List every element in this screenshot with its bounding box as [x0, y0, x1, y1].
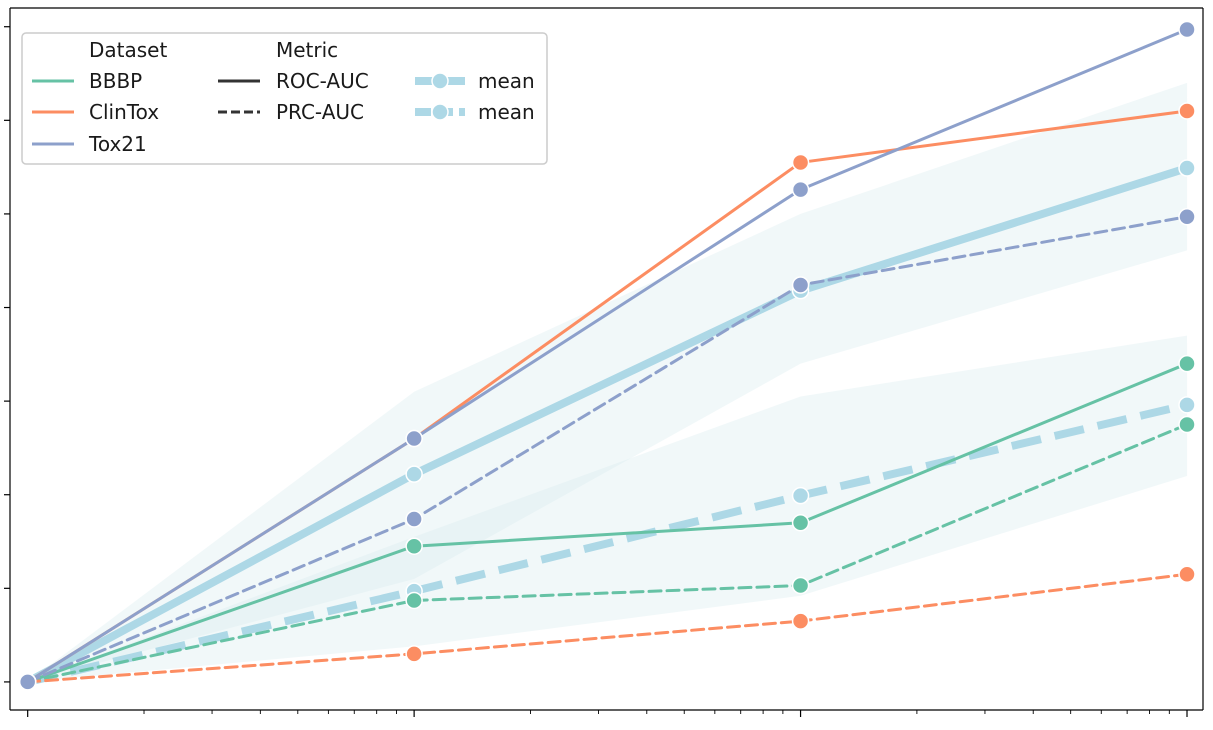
marker-tox21-prc-auc-0 — [18, 673, 37, 691]
legend-label-bbbp: BBBP — [89, 69, 142, 93]
legend-label-clintox: ClinTox — [89, 100, 159, 124]
band-mean-prc-auc — [27, 335, 1188, 682]
marker-tox21-prc-auc-2 — [791, 276, 810, 294]
marker-bbbp-prc-auc-3 — [1178, 415, 1196, 434]
marker-clintox-roc-auc-3 — [1178, 102, 1196, 120]
marker-mean-prc-auc-2 — [791, 486, 810, 505]
series-markers — [18, 20, 1196, 691]
line-bbbp-roc-auc — [26, 362, 1189, 684]
series-lines — [25, 28, 1189, 686]
legend-label-tox21: Tox21 — [88, 132, 147, 156]
marker-bbbp-roc-auc-1 — [405, 537, 423, 555]
line-clintox-prc-auc — [26, 572, 1189, 684]
legend-marker-mean-prc — [431, 103, 449, 121]
legend-label-mean-prc: mean — [478, 100, 535, 124]
marker-bbbp-roc-auc-3 — [1178, 354, 1196, 373]
line-mean-roc-auc — [25, 164, 1189, 686]
marker-mean-prc-auc-3 — [1178, 396, 1196, 414]
line-tox21-prc-auc — [26, 215, 1189, 684]
marker-clintox-roc-auc-2 — [791, 153, 810, 172]
marker-clintox-prc-auc-3 — [1178, 565, 1196, 584]
legend-heading-metric: Metric — [276, 38, 338, 62]
legend-frame — [21, 32, 548, 165]
marker-bbbp-prc-auc-1 — [405, 591, 423, 610]
legend-label-mean-roc: mean — [478, 69, 535, 93]
marker-tox21-prc-auc-3 — [1178, 207, 1196, 226]
line-bbbp-prc-auc — [26, 423, 1189, 684]
marker-bbbp-prc-auc-2 — [791, 576, 810, 595]
legend-marker-mean-roc — [431, 72, 449, 90]
axes — [4, 7, 1204, 717]
legend-label-prc-auc: PRC-AUC — [276, 100, 364, 124]
marker-clintox-prc-auc-1 — [405, 645, 423, 663]
legend-heading-dataset: Dataset — [89, 38, 167, 62]
marker-mean-roc-auc-3 — [1178, 159, 1196, 177]
legend-label-roc-auc: ROC-AUC — [276, 69, 369, 93]
marker-bbbp-roc-auc-2 — [791, 514, 810, 532]
marker-clintox-prc-auc-2 — [791, 612, 810, 630]
marker-tox21-roc-auc-3 — [1178, 20, 1196, 39]
marker-mean-roc-auc-1 — [405, 465, 423, 483]
marker-tox21-roc-auc-1 — [405, 429, 423, 448]
line-tox21-roc-auc — [26, 28, 1189, 684]
legend: Dataset BBBP ClinTox Tox21 Metric ROC-AU… — [21, 32, 548, 165]
marker-tox21-prc-auc-1 — [405, 510, 423, 528]
marker-tox21-roc-auc-2 — [791, 180, 810, 199]
line-mean-prc-auc — [26, 400, 1188, 686]
